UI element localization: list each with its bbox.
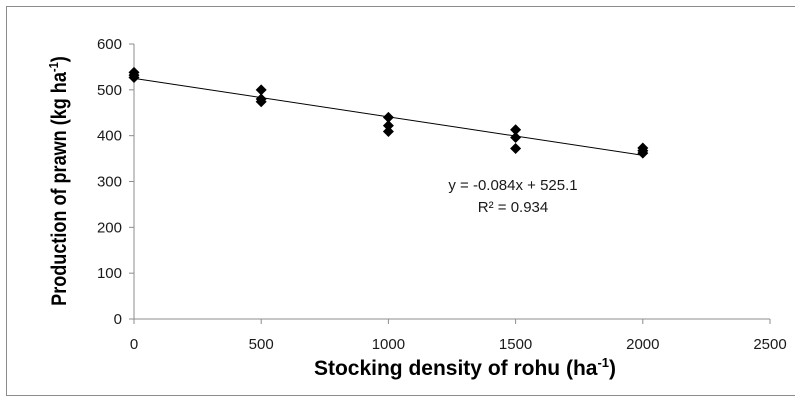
- x-axis-title-close: ): [609, 357, 616, 380]
- y-tick-label: 500: [97, 82, 122, 99]
- data-point: [255, 84, 267, 96]
- x-tick-label: 1500: [499, 336, 532, 353]
- y-tick-label: 400: [97, 128, 122, 145]
- x-tick-label: 2000: [626, 336, 659, 353]
- data-point: [382, 126, 394, 138]
- x-tick-label: 500: [249, 336, 274, 353]
- tick-marks: [129, 43, 771, 324]
- x-tick-label: 0: [130, 336, 138, 353]
- y-axis-title-text: Production of prawn (kg ha: [48, 71, 72, 306]
- y-tick-label: 300: [97, 174, 122, 191]
- y-axis-title-sup: -1: [46, 62, 61, 72]
- y-tick-label: 600: [97, 36, 122, 53]
- y-tick-label: 100: [97, 265, 122, 282]
- data-point: [510, 143, 522, 154]
- x-tick-labels: 0 500 1000 1500 2000 2500: [130, 336, 787, 353]
- y-tick-label: 200: [97, 219, 122, 236]
- data-point: [382, 111, 394, 123]
- data-point: [637, 147, 649, 159]
- x-tick-label: 1000: [372, 336, 405, 353]
- data-points: [128, 66, 649, 159]
- y-axis-title-close: ): [48, 56, 72, 62]
- x-axis-title-sup: -1: [597, 355, 609, 370]
- x-tick-label: 2500: [753, 336, 786, 353]
- data-point: [255, 96, 267, 108]
- y-tick-labels: 0 100 200 300 400 500 600: [97, 36, 122, 328]
- x-axis-title: Stocking density of rohu (ha-1): [314, 355, 616, 380]
- data-point: [510, 132, 522, 143]
- trendline-equation: y = -0.084x + 525.1: [448, 177, 577, 194]
- y-axis-title: Production of prawn (kg ha-1): [46, 56, 71, 306]
- x-axis-title-text: Stocking density of rohu (ha: [314, 357, 598, 380]
- data-point: [128, 71, 140, 83]
- data-point: [510, 124, 522, 136]
- data-point: [382, 120, 394, 132]
- y-tick-label: 0: [114, 311, 122, 328]
- r-squared-label: R² = 0.934: [478, 199, 548, 216]
